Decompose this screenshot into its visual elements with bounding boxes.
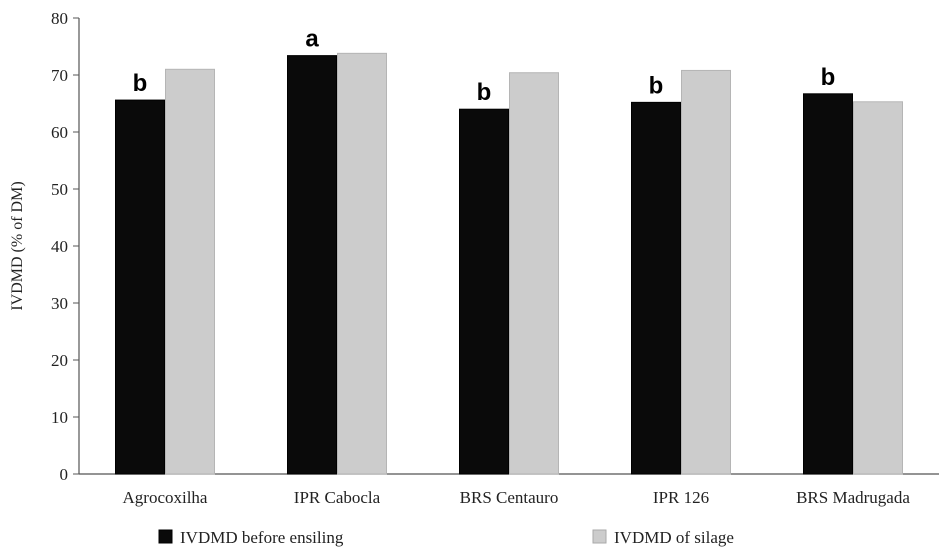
y-tick-label: 80 — [51, 9, 68, 28]
y-axis-title: IVDMD (% of DM) — [9, 181, 26, 310]
legend-swatch-of-silage — [592, 529, 607, 544]
x-category-label: BRS Centauro — [460, 488, 559, 507]
bar-before-ensiling — [115, 99, 165, 475]
legend-label-of-silage: IVDMD of silage — [614, 528, 734, 547]
y-tick-label: 30 — [51, 294, 68, 313]
significance-label: a — [305, 26, 319, 53]
legend: IVDMD before ensiling IVDMD of silage — [158, 528, 734, 547]
significance-label: b — [821, 64, 836, 91]
bar-of-silage — [165, 68, 215, 475]
legend-label-before-ensiling: IVDMD before ensiling — [180, 528, 344, 547]
bar-before-ensiling — [803, 93, 853, 475]
bars — [115, 52, 903, 475]
y-tick-label: 70 — [51, 66, 68, 85]
axes: 0 10 20 30 40 50 60 70 80 — [51, 9, 939, 484]
x-category-label: IPR 126 — [653, 488, 709, 507]
significance-label: b — [133, 70, 148, 97]
y-tick-label: 10 — [51, 408, 68, 427]
bar-of-silage — [681, 69, 731, 475]
y-tick-label: 20 — [51, 351, 68, 370]
bar-before-ensiling — [459, 108, 509, 475]
bar-before-ensiling — [287, 55, 337, 475]
bar-of-silage — [509, 72, 559, 475]
significance-label: b — [477, 79, 492, 106]
y-tick-label: 50 — [51, 180, 68, 199]
significance-label: b — [649, 72, 664, 99]
y-tick-label: 40 — [51, 237, 68, 256]
legend-swatch-before-ensiling — [158, 529, 173, 544]
y-tick-label: 60 — [51, 123, 68, 142]
bar-of-silage — [853, 101, 903, 475]
x-category-label: IPR Cabocla — [294, 488, 381, 507]
y-tick-label: 0 — [60, 465, 69, 484]
x-category-label: BRS Madrugada — [796, 488, 910, 507]
bar-of-silage — [337, 52, 387, 475]
labels: Agrocoxilha b IPR Cabocla a BRS Centauro b IPR… — [123, 26, 911, 507]
bar-before-ensiling — [631, 101, 681, 475]
x-category-label: Agrocoxilha — [123, 488, 208, 507]
